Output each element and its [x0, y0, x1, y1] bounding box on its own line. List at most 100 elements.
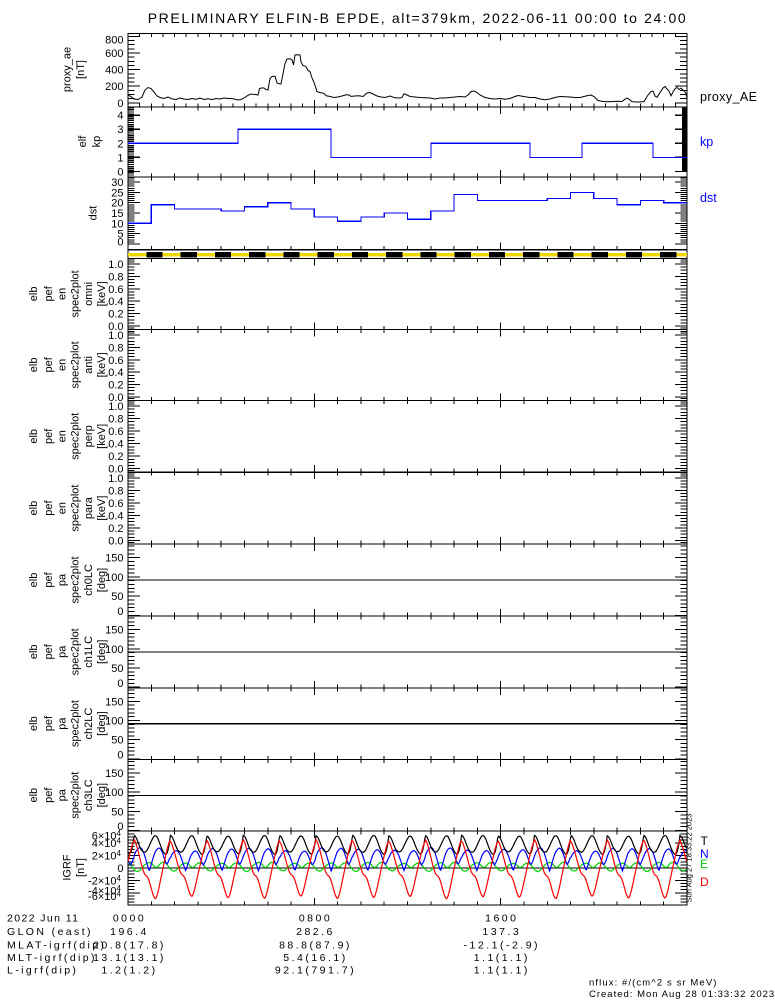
- svg-text:0: 0: [117, 749, 123, 761]
- svg-text:30: 30: [111, 177, 123, 189]
- svg-text:1600: 1600: [485, 913, 518, 925]
- svg-text:elb: elb: [28, 358, 40, 373]
- svg-text:0.6: 0.6: [108, 498, 123, 510]
- svg-text:spec2plot: spec2plot: [70, 700, 82, 747]
- svg-text:IGRF: IGRF: [62, 854, 74, 881]
- svg-text:4: 4: [117, 829, 122, 838]
- svg-text:1.0: 1.0: [108, 401, 123, 413]
- svg-text:pef: pef: [43, 715, 55, 731]
- svg-text:spec2plot: spec2plot: [70, 485, 82, 532]
- svg-text:4: 4: [117, 884, 122, 893]
- svg-text:0.4: 0.4: [108, 439, 123, 451]
- svg-text:[nT]: [nT]: [75, 60, 87, 79]
- svg-text:0.4: 0.4: [108, 367, 123, 379]
- svg-text:0.8: 0.8: [108, 485, 123, 497]
- svg-text:-12.1(-2.9): -12.1(-2.9): [464, 940, 541, 952]
- svg-text:pef: pef: [43, 285, 55, 301]
- svg-text:4: 4: [117, 110, 123, 122]
- svg-text:15: 15: [111, 208, 123, 220]
- svg-text:ch1LC: ch1LC: [83, 636, 95, 668]
- svg-text:1: 1: [117, 152, 123, 164]
- svg-text:50: 50: [111, 806, 123, 818]
- svg-text:1.0: 1.0: [108, 259, 123, 271]
- svg-text:[deg]: [deg]: [96, 711, 108, 735]
- svg-text:elb: elb: [28, 716, 40, 731]
- svg-text:3: 3: [117, 124, 123, 136]
- svg-text:[keV]: [keV]: [96, 496, 108, 521]
- svg-text:nflux: #/(cm^2 s sr MeV): nflux: #/(cm^2 s sr MeV): [589, 978, 718, 989]
- svg-text:elb: elb: [28, 573, 40, 588]
- svg-text:ch0LC: ch0LC: [83, 564, 95, 596]
- svg-text:0.2: 0.2: [108, 309, 123, 321]
- svg-text:25: 25: [111, 187, 123, 199]
- svg-text:spec2plot: spec2plot: [70, 772, 82, 819]
- svg-text:0.0: 0.0: [108, 536, 123, 548]
- svg-text:[nT]: [nT]: [75, 858, 87, 877]
- svg-text:1.1(1.1): 1.1(1.1): [474, 952, 530, 964]
- svg-text:4: 4: [117, 889, 122, 898]
- svg-text:MLT-igrf(dip): MLT-igrf(dip): [7, 952, 97, 964]
- svg-text:omni: omni: [83, 282, 95, 306]
- svg-text:pa: pa: [57, 645, 69, 658]
- svg-text:100: 100: [105, 787, 123, 799]
- svg-text:[keV]: [keV]: [96, 281, 108, 306]
- svg-text:196.4: 196.4: [110, 926, 149, 938]
- svg-text:150: 150: [105, 696, 123, 708]
- svg-text:200: 200: [105, 81, 123, 93]
- svg-text:pa: pa: [57, 717, 69, 730]
- svg-text:L-igrf(dip): L-igrf(dip): [7, 965, 78, 977]
- svg-text:-2×10: -2×10: [88, 875, 116, 887]
- svg-text:4: 4: [117, 874, 122, 883]
- svg-text:ch2LC: ch2LC: [83, 708, 95, 740]
- svg-text:4: 4: [117, 837, 122, 846]
- svg-text:0000: 0000: [113, 913, 146, 925]
- svg-text:0.8: 0.8: [108, 271, 123, 283]
- svg-text:137.3: 137.3: [482, 926, 521, 938]
- svg-text:100: 100: [105, 644, 123, 656]
- svg-text:0: 0: [117, 606, 123, 618]
- svg-text:Sun Aug 27 18:33:22 2023: Sun Aug 27 18:33:22 2023: [685, 814, 694, 903]
- svg-text:92.1(791.7): 92.1(791.7): [275, 965, 356, 977]
- svg-text:100: 100: [105, 572, 123, 584]
- svg-text:dst: dst: [700, 191, 717, 205]
- svg-text:0.6: 0.6: [108, 355, 123, 367]
- svg-text:spec2plot: spec2plot: [70, 270, 82, 317]
- svg-text:para: para: [83, 496, 95, 519]
- svg-text:en: en: [57, 359, 69, 371]
- svg-text:0: 0: [117, 678, 123, 690]
- svg-text:0.0: 0.0: [108, 464, 123, 476]
- svg-text:0800: 0800: [299, 913, 332, 925]
- svg-text:150: 150: [105, 553, 123, 565]
- svg-text:0: 0: [117, 167, 123, 179]
- svg-text:0.0: 0.0: [108, 321, 123, 333]
- svg-text:pef: pef: [43, 500, 55, 516]
- svg-text:0.8: 0.8: [108, 414, 123, 426]
- svg-text:50: 50: [111, 663, 123, 675]
- svg-text:4: 4: [117, 849, 122, 858]
- svg-text:pa: pa: [57, 788, 69, 801]
- svg-text:5.4(16.1): 5.4(16.1): [283, 952, 348, 964]
- svg-text:elb: elb: [28, 644, 40, 659]
- svg-text:0.4: 0.4: [108, 510, 123, 522]
- svg-text:proxy_AE: proxy_AE: [700, 90, 757, 104]
- svg-text:20: 20: [111, 198, 123, 210]
- svg-text:150: 150: [105, 768, 123, 780]
- svg-text:0.6: 0.6: [108, 426, 123, 438]
- svg-text:pef: pef: [43, 428, 55, 444]
- svg-text:20.8(17.8): 20.8(17.8): [93, 940, 166, 952]
- svg-text:6×10: 6×10: [92, 831, 117, 843]
- svg-text:GLON (east): GLON (east): [7, 926, 93, 938]
- svg-text:elb: elb: [28, 429, 40, 444]
- svg-text:0: 0: [117, 237, 123, 249]
- svg-text:2: 2: [117, 138, 123, 150]
- svg-text:spec2plot: spec2plot: [70, 413, 82, 460]
- svg-text:kp: kp: [700, 135, 713, 149]
- svg-text:2022 Jun 11: 2022 Jun 11: [7, 913, 79, 925]
- svg-text:elb: elb: [28, 287, 40, 302]
- svg-text:E: E: [700, 857, 708, 871]
- svg-text:spec2plot: spec2plot: [70, 341, 82, 388]
- svg-text:pef: pef: [43, 787, 55, 803]
- svg-text:0: 0: [117, 863, 123, 875]
- svg-text:[deg]: [deg]: [96, 640, 108, 664]
- svg-text:perp: perp: [83, 425, 95, 447]
